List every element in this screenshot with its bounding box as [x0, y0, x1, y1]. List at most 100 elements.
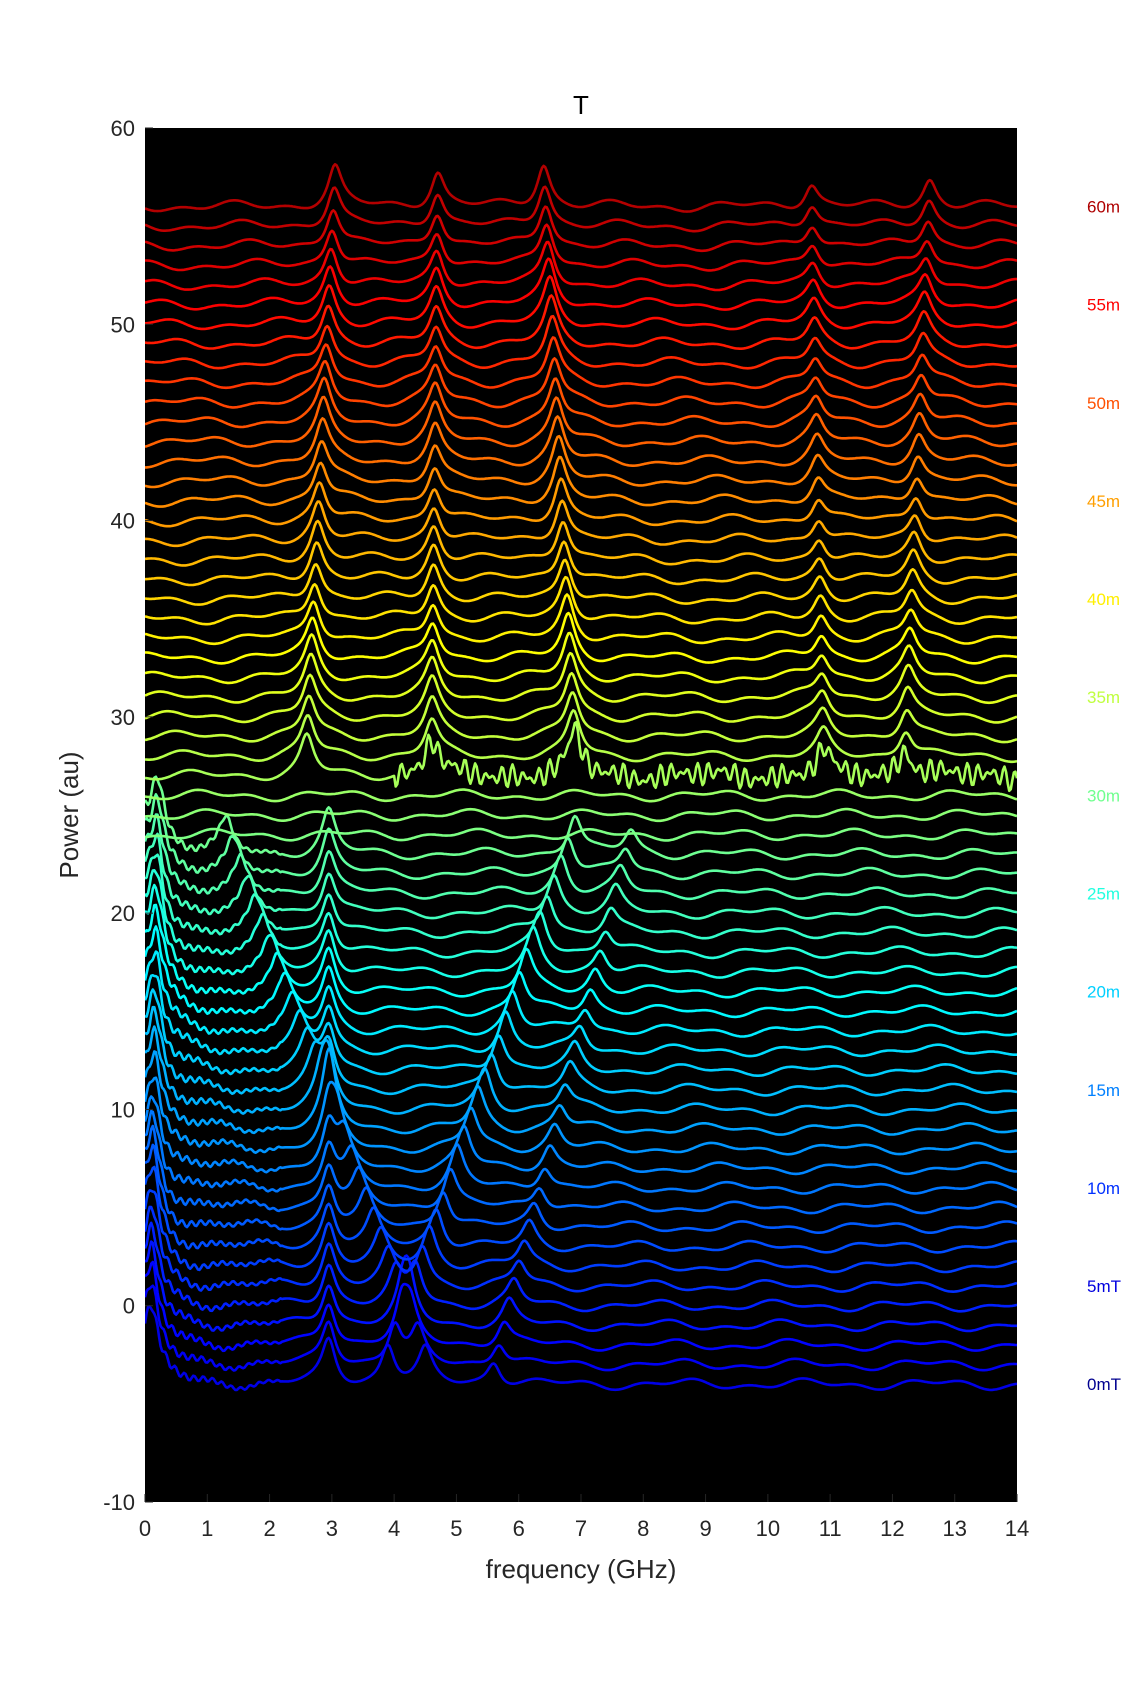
- x-tick-label: 11: [819, 1516, 842, 1541]
- field-label: 25m: [1087, 885, 1120, 904]
- series-line-23mT: [145, 853, 1017, 940]
- y-tick-label: -10: [103, 1490, 135, 1515]
- series-line-38mT: [145, 593, 1017, 646]
- series-line-13mT: [145, 1047, 1017, 1136]
- field-label: 30m: [1087, 786, 1120, 805]
- y-tick-label: 50: [111, 312, 135, 337]
- series-line-16mT: [145, 988, 1017, 1077]
- series-line-11mT: [145, 1095, 1017, 1176]
- series-line-24mT: [145, 832, 1017, 920]
- series-line-18mT: [145, 950, 1017, 1038]
- x-tick-label: 13: [942, 1516, 966, 1541]
- series-line-56mT: [145, 240, 1017, 292]
- x-tick-label: 5: [450, 1516, 462, 1541]
- y-tick-label: 0: [123, 1294, 135, 1319]
- series-line-55mT: [145, 257, 1017, 311]
- series-line-41mT: [145, 540, 1017, 587]
- series-line-0mT: [145, 1305, 1017, 1392]
- series-line-58mT: [145, 205, 1017, 253]
- series-line-5mT: [145, 1205, 1017, 1293]
- y-tick-label: 10: [111, 1097, 135, 1122]
- series-line-3mT: [145, 1240, 1017, 1333]
- y-tick-label: 40: [111, 509, 135, 534]
- y-tick-label: 60: [111, 116, 135, 141]
- series-line-39mT: [145, 575, 1017, 626]
- series-line-14mT: [145, 1025, 1017, 1117]
- series-line-60mT: [145, 163, 1017, 213]
- series-line-29mT: [145, 807, 1017, 823]
- series-line-50mT: [145, 357, 1017, 409]
- plot-area: [145, 128, 1017, 1502]
- series-line-51mT: [145, 336, 1017, 390]
- series-line-8mT: [145, 1143, 1017, 1234]
- series-line-10mT: [145, 1109, 1017, 1195]
- series-line-57mT: [145, 223, 1017, 272]
- series-line-7mT: [145, 1165, 1017, 1254]
- series-line-35mT: [145, 651, 1017, 705]
- series-line-32mT: [145, 709, 1017, 764]
- series-line-43mT: [145, 499, 1017, 548]
- field-label: 15m: [1087, 1081, 1120, 1100]
- x-tick-label: 3: [326, 1516, 338, 1541]
- series-line-12mT: [145, 1076, 1017, 1156]
- series-line-46mT: [145, 434, 1017, 489]
- x-tick-label: 6: [513, 1516, 525, 1541]
- field-label: 0mT: [1087, 1375, 1121, 1394]
- series-line-9mT: [145, 1124, 1017, 1215]
- field-label: 60m: [1087, 198, 1120, 217]
- series-line-22mT: [145, 868, 1017, 960]
- field-label: 40m: [1087, 590, 1120, 609]
- y-axis: -10 0 10 20 30 40 50 60: [103, 116, 153, 1515]
- series-line-47mT: [145, 415, 1017, 469]
- series-line-59mT: [145, 185, 1017, 233]
- x-tick-label: 7: [575, 1516, 587, 1541]
- x-axis-title: frequency (GHz): [486, 1554, 677, 1584]
- series-line-53mT: [145, 294, 1017, 351]
- series-line-34mT: [145, 671, 1017, 724]
- series-line-4mT: [145, 1221, 1017, 1313]
- series-line-33mT: [145, 691, 1017, 744]
- chart-title: T: [573, 90, 589, 120]
- series-line-2mT: [145, 1260, 1017, 1353]
- x-tick-label: 10: [756, 1516, 780, 1541]
- series-line-48mT: [145, 395, 1017, 448]
- y-tick-label: 30: [111, 705, 135, 730]
- series-line-42mT: [145, 519, 1017, 567]
- series-line-6mT: [145, 1189, 1017, 1274]
- x-axis: 0 1 2 3 4 5 6 7 8 9 10 11 12 13 14: [139, 1494, 1029, 1541]
- x-tick-label: 14: [1005, 1516, 1029, 1541]
- field-labels: 0mT 5mT 10m 15m 20m 25m 30m 35m 40m 45m 50m 55m 60m: [1087, 198, 1121, 1395]
- series-line-49mT: [145, 376, 1017, 429]
- series-layer: [145, 163, 1017, 1392]
- series-line-15mT: [145, 1005, 1017, 1097]
- field-label: 20m: [1087, 983, 1120, 1002]
- series-line-44mT: [145, 477, 1017, 528]
- x-tick-label: 0: [139, 1516, 151, 1541]
- series-line-45mT: [145, 455, 1017, 508]
- x-tick-label: 9: [699, 1516, 711, 1541]
- series-line-25mT: [145, 813, 1017, 901]
- x-tick-label: 8: [637, 1516, 649, 1541]
- series-line-1mT: [145, 1284, 1017, 1372]
- field-label: 50m: [1087, 394, 1120, 413]
- series-line-36mT: [145, 631, 1017, 685]
- series-line-31mT: [145, 720, 1017, 793]
- field-label: 45m: [1087, 492, 1120, 511]
- series-line-27mT: [145, 775, 1017, 861]
- field-label: 35m: [1087, 688, 1120, 707]
- series-line-21mT: [145, 883, 1017, 979]
- series-line-19mT: [145, 925, 1017, 1019]
- series-line-28mT: [145, 827, 1017, 842]
- series-line-37mT: [145, 611, 1017, 665]
- series-line-30mT: [145, 788, 1017, 803]
- series-line-20mT: [145, 903, 1017, 999]
- x-tick-label: 4: [388, 1516, 400, 1541]
- x-tick-label: 12: [880, 1516, 904, 1541]
- field-label: 55m: [1087, 296, 1120, 315]
- x-tick-label: 2: [263, 1516, 275, 1541]
- x-tick-label: 1: [201, 1516, 213, 1541]
- series-line-40mT: [145, 558, 1017, 606]
- series-line-52mT: [145, 314, 1017, 370]
- series-line-17mT: [145, 973, 1017, 1058]
